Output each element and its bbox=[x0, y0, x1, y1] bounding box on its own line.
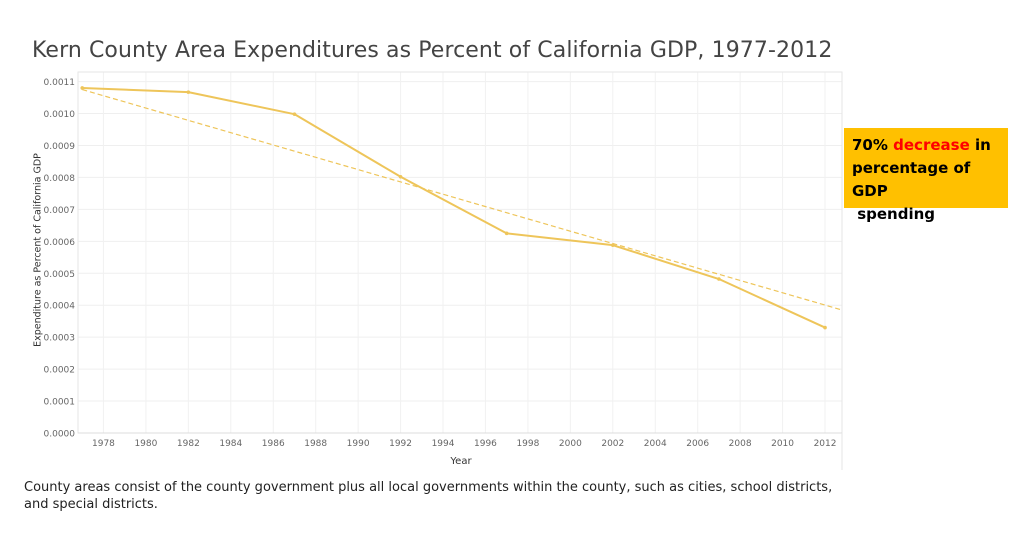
y-tick-labels: 0.0000 0.0001 0.0002 0.0003 0.0004 0.0005 0.00… bbox=[44, 78, 76, 439]
x-tick-label: 1988 bbox=[304, 439, 327, 449]
data-point bbox=[292, 112, 297, 116]
y-tick-label: 0.0010 bbox=[44, 110, 76, 120]
x-tick-label: 2002 bbox=[601, 439, 624, 449]
callout-line-1-suffix: in bbox=[969, 136, 991, 154]
y-tick-label: 0.0001 bbox=[44, 398, 76, 408]
callout-line-1: 70% decrease in bbox=[852, 134, 1000, 157]
data-point bbox=[611, 243, 615, 247]
x-tick-label: 1994 bbox=[432, 439, 455, 449]
x-tick-label: 1996 bbox=[474, 439, 497, 449]
x-tick-label: 2008 bbox=[729, 439, 752, 449]
x-tick-labels: 1978 1980 1982 1984 1986 1988 1990 1992 1994 1996… bbox=[92, 439, 836, 449]
y-tick-label: 0.0011 bbox=[44, 78, 76, 88]
y-tick-label: 0.0002 bbox=[44, 366, 76, 376]
x-tick-label: 1984 bbox=[219, 439, 242, 449]
data-point bbox=[823, 325, 827, 330]
y-tick-label: 0.0000 bbox=[44, 430, 76, 440]
series-line bbox=[82, 86, 826, 329]
data-point bbox=[717, 277, 721, 281]
series-line-group bbox=[82, 86, 826, 329]
x-tick-label: 1982 bbox=[177, 439, 200, 449]
y-tick-label: 0.0004 bbox=[44, 302, 76, 312]
trend-line bbox=[82, 88, 843, 311]
axes bbox=[77, 71, 843, 470]
trend-line-group bbox=[82, 88, 843, 311]
data-points bbox=[80, 86, 827, 330]
callout-box: 70% decrease in percentage of GDP spendi… bbox=[844, 128, 1008, 223]
y-tick-label: 0.0003 bbox=[44, 334, 76, 344]
y-tick-label: 0.0009 bbox=[44, 142, 76, 152]
gridlines bbox=[78, 72, 842, 434]
data-point bbox=[398, 174, 403, 179]
x-tick-label: 1986 bbox=[262, 439, 285, 449]
y-tick-label: 0.0008 bbox=[44, 174, 76, 184]
caption-note: County areas consist of the county gover… bbox=[24, 480, 833, 512]
x-tick-label: 2000 bbox=[559, 439, 582, 449]
plot-frame bbox=[77, 71, 843, 434]
data-point bbox=[80, 86, 85, 90]
y-tick-label: 0.0005 bbox=[44, 270, 76, 280]
data-point bbox=[186, 90, 191, 94]
callout-line-3: spending bbox=[852, 205, 936, 223]
y-tick-label: 0.0006 bbox=[44, 238, 76, 248]
x-tick-label: 1978 bbox=[92, 439, 115, 449]
x-tick-label: 2010 bbox=[771, 439, 794, 449]
x-axis-label: Year bbox=[449, 456, 472, 467]
x-tick-label: 2012 bbox=[814, 439, 837, 449]
chart-title: Kern County Area Expenditures as Percent… bbox=[32, 38, 833, 63]
callout-line-2: percentage of GDP bbox=[852, 159, 971, 200]
x-tick-label: 1998 bbox=[516, 439, 539, 449]
x-tick-label: 1980 bbox=[134, 439, 157, 449]
y-tick-label: 0.0007 bbox=[44, 206, 76, 216]
data-point bbox=[504, 231, 509, 236]
callout-prefix: 70% bbox=[852, 136, 894, 154]
callout-highlight: decrease bbox=[893, 136, 970, 154]
x-tick-label: 2004 bbox=[644, 439, 667, 449]
x-tick-label: 2006 bbox=[686, 439, 709, 449]
x-tick-label: 1990 bbox=[347, 439, 370, 449]
x-tick-label: 1992 bbox=[389, 439, 412, 449]
